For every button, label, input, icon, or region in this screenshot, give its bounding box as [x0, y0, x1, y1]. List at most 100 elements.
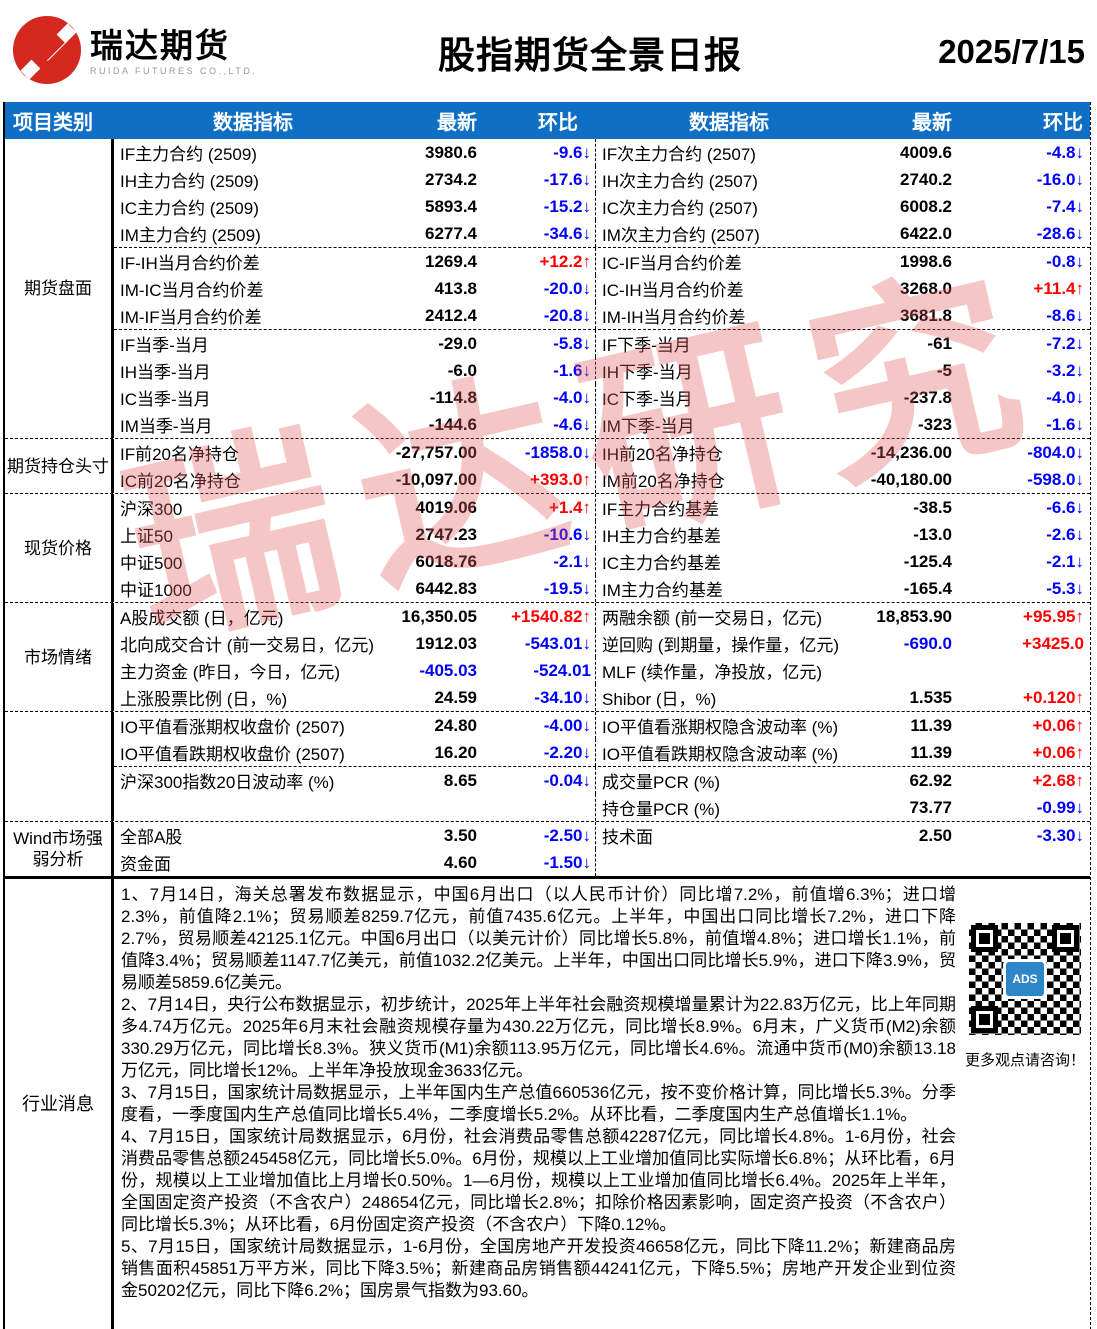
table-row: IC前20名净持仓 -10,097.00 +393.0↑ IM前20名净持仓 -40,1… — [114, 466, 1090, 493]
latest-value: 11.39 — [910, 742, 952, 762]
indicator-label: IM下季-当月 — [602, 417, 695, 436]
change-value — [487, 794, 596, 821]
change-value: -2.20↓ — [487, 739, 596, 766]
indicator-label: IH次主力合约 (2507) — [602, 172, 758, 191]
table-row: A股成交额 (日，亿元) 16,350.05 +1540.82↑ 两融余额 (前一交易… — [114, 603, 1090, 630]
change-value: -524.01 — [487, 657, 596, 684]
report-header: 瑞达期货 RUIDA FUTURES CO.,LTD. 股指期货全景日报 202… — [0, 0, 1097, 102]
news-paragraphs: 1、7月14日，海关总署发布数据显示，中国6月出口（以人民币计价）同比增7.2%… — [114, 879, 960, 1329]
latest-value: 1912.03 — [415, 633, 477, 653]
indicator-label: MLF (续作量，净投放，亿元) — [602, 663, 823, 682]
indicator-label: IC前20名净持仓 — [120, 472, 241, 491]
column-header-change-right: 环比 — [1043, 112, 1083, 134]
change-value: +11.4↑ — [1033, 278, 1084, 298]
table-section: 期货持仓头寸 IF前20名净持仓 -27,757.00 -1858.0↓ IH前20名净… — [5, 438, 1090, 493]
change-value: -9.6↓ — [487, 139, 596, 166]
table-row: IF当季-当月 -29.0 -5.8↓ IF下季-当月 -61 -7.2↓ — [114, 329, 1090, 357]
latest-value: -27,757.00 — [395, 442, 477, 462]
indicator-label: IM次主力合约 (2507) — [602, 226, 760, 245]
latest-value: -61 — [927, 333, 952, 353]
change-value: -10.6↓ — [487, 521, 596, 548]
category-label: 市场情绪 — [5, 603, 114, 711]
table-row: 上证50 2747.23 -10.6↓ IH主力合约基差 -13.0 -2.6↓ — [114, 521, 1090, 548]
category-label: 期货盘面 — [5, 139, 114, 438]
page-title: 股指期货全景日报 — [438, 35, 742, 76]
column-header-indicator-left: 数据指标 — [213, 112, 293, 134]
indicator-label: IF-IH当月合约价差 — [120, 254, 260, 273]
category-label: 现货价格 — [5, 494, 114, 602]
latest-value: -6.0 — [447, 360, 477, 380]
change-value: -7.4↓ — [1046, 196, 1084, 216]
indicator-label: IC主力合约基差 — [602, 554, 721, 573]
indicator-label: 成交量PCR (%) — [602, 773, 721, 792]
table-row: 沪深300指数20日波动率 (%) 8.65 -0.04↓ 成交量PCR (%) 62.… — [114, 766, 1090, 794]
indicator-label: 两融余额 (前一交易日，亿元) — [602, 609, 823, 628]
indicator-label: 持仓量PCR (%) — [602, 800, 721, 819]
qr-finder-icon — [971, 925, 998, 952]
latest-value: -38.5 — [913, 497, 952, 517]
latest-value: 62.92 — [909, 770, 952, 790]
change-value: -5.3↓ — [1046, 578, 1084, 598]
news-paragraph: 1、7月14日，海关总署发布数据显示，中国6月出口（以人民币计价）同比增7.2%… — [121, 885, 956, 992]
latest-value: 413.8 — [434, 278, 477, 298]
indicator-label: IC主力合约 (2509) — [120, 199, 259, 218]
change-value: +3425.0 — [1022, 633, 1084, 653]
table-row: IF前20名净持仓 -27,757.00 -1858.0↓ IH前20名净持仓 -14,… — [114, 439, 1090, 466]
latest-value: 1.535 — [909, 687, 952, 707]
indicator-label: IO平值看跌期权收盘价 (2507) — [120, 745, 345, 764]
logo-text: 瑞达期货 RUIDA FUTURES CO.,LTD. — [90, 28, 258, 77]
indicator-label: IH主力合约 (2509) — [120, 172, 259, 191]
change-value: -16.0↓ — [1036, 169, 1084, 189]
latest-value: -14,236.00 — [870, 442, 952, 462]
logo-name-en: RUIDA FUTURES CO.,LTD. — [90, 66, 258, 76]
latest-value: 4019.06 — [415, 497, 477, 517]
change-value: -4.00↓ — [487, 712, 596, 739]
table-row: 主力资金 (昨日，今日，亿元) -405.03 -524.01 MLF (续作量，净投… — [114, 657, 1090, 684]
qr-code: ADS — [969, 923, 1081, 1035]
change-value: -0.99↓ — [1036, 797, 1084, 817]
latest-value: 3980.6 — [425, 142, 477, 162]
qr-caption: 更多观点请咨询！ — [964, 1052, 1085, 1069]
latest-value: -10,097.00 — [395, 469, 477, 489]
news-paragraph: 4、7月15日，国家统计局数据显示，6月份，社会消费品零售总额42287亿元，同… — [121, 1127, 956, 1234]
section-rows: 沪深300 4019.06 +1.4↑ IF主力合约基差 -38.5 -6.6↓ 上证50 2… — [114, 494, 1090, 602]
change-value: +0.06↑ — [1032, 742, 1084, 762]
change-value: -8.6↓ — [1046, 305, 1084, 325]
table-row: IO平值看涨期权收盘价 (2507) 24.80 -4.00↓ IO平值看涨期权隐含波… — [114, 712, 1090, 739]
ads-logo-icon: ADS — [1003, 959, 1047, 999]
indicator-label: 技术面 — [602, 828, 653, 847]
indicator-label: IC当季-当月 — [120, 390, 211, 409]
latest-value: 6018.76 — [415, 551, 477, 571]
change-value: -20.0↓ — [487, 275, 596, 302]
indicator-label: IC下季-当月 — [602, 390, 693, 409]
indicator-label: IH当季-当月 — [120, 363, 211, 382]
latest-value: -5 — [936, 360, 952, 380]
indicator-label: IM主力合约 (2509) — [120, 226, 261, 245]
table-row: 持仓量PCR (%) 73.77 -0.99↓ — [114, 794, 1090, 821]
indicator-label: IH前20名净持仓 — [602, 445, 723, 464]
report-date: 2025/7/15 — [938, 33, 1085, 70]
company-logo: 瑞达期货 RUIDA FUTURES CO.,LTD. — [10, 13, 295, 92]
indicator-label: IH下季-当月 — [602, 363, 693, 382]
change-value: -28.6↓ — [1036, 223, 1084, 243]
indicator-label: IM-IC当月合约价差 — [120, 281, 264, 300]
column-header-latest-left: 最新 — [437, 112, 477, 134]
change-value: -15.2↓ — [487, 193, 596, 220]
indicator-label: IC-IF当月合约价差 — [602, 254, 742, 273]
table-row: 中证500 6018.76 -2.1↓ IC主力合约基差 -125.4 -2.1↓ — [114, 548, 1090, 575]
table-section: 现货价格 沪深300 4019.06 +1.4↑ IF主力合约基差 -38.5 -6.6↓ 上… — [5, 493, 1090, 602]
column-header-category: 项目类别 — [13, 112, 93, 134]
latest-value: 6008.2 — [900, 196, 952, 216]
table-row: 上涨股票比例 (日，%) 24.59 -34.10↓ Shibor (日，%) 1.53… — [114, 684, 1090, 711]
indicator-label: 全部A股 — [120, 828, 183, 847]
latest-value: -29.0 — [438, 333, 477, 353]
indicator-label: IO平值看涨期权隐含波动率 (%) — [602, 718, 839, 737]
change-value: -3.30↓ — [1036, 825, 1084, 845]
qr-column: ADS 更多观点请咨询！ — [960, 879, 1090, 1329]
latest-value: 16,350.05 — [401, 606, 477, 626]
change-value: +393.0↑ — [487, 466, 596, 493]
table-row: IF主力合约 (2509) 3980.6 -9.6↓ IF次主力合约 (2507) 40… — [114, 139, 1090, 166]
change-value: +1540.82↑ — [487, 603, 596, 630]
news-body: 1、7月14日，海关总署发布数据显示，中国6月出口（以人民币计价）同比增7.2%… — [114, 879, 1090, 1329]
latest-value: -40,180.00 — [870, 469, 952, 489]
